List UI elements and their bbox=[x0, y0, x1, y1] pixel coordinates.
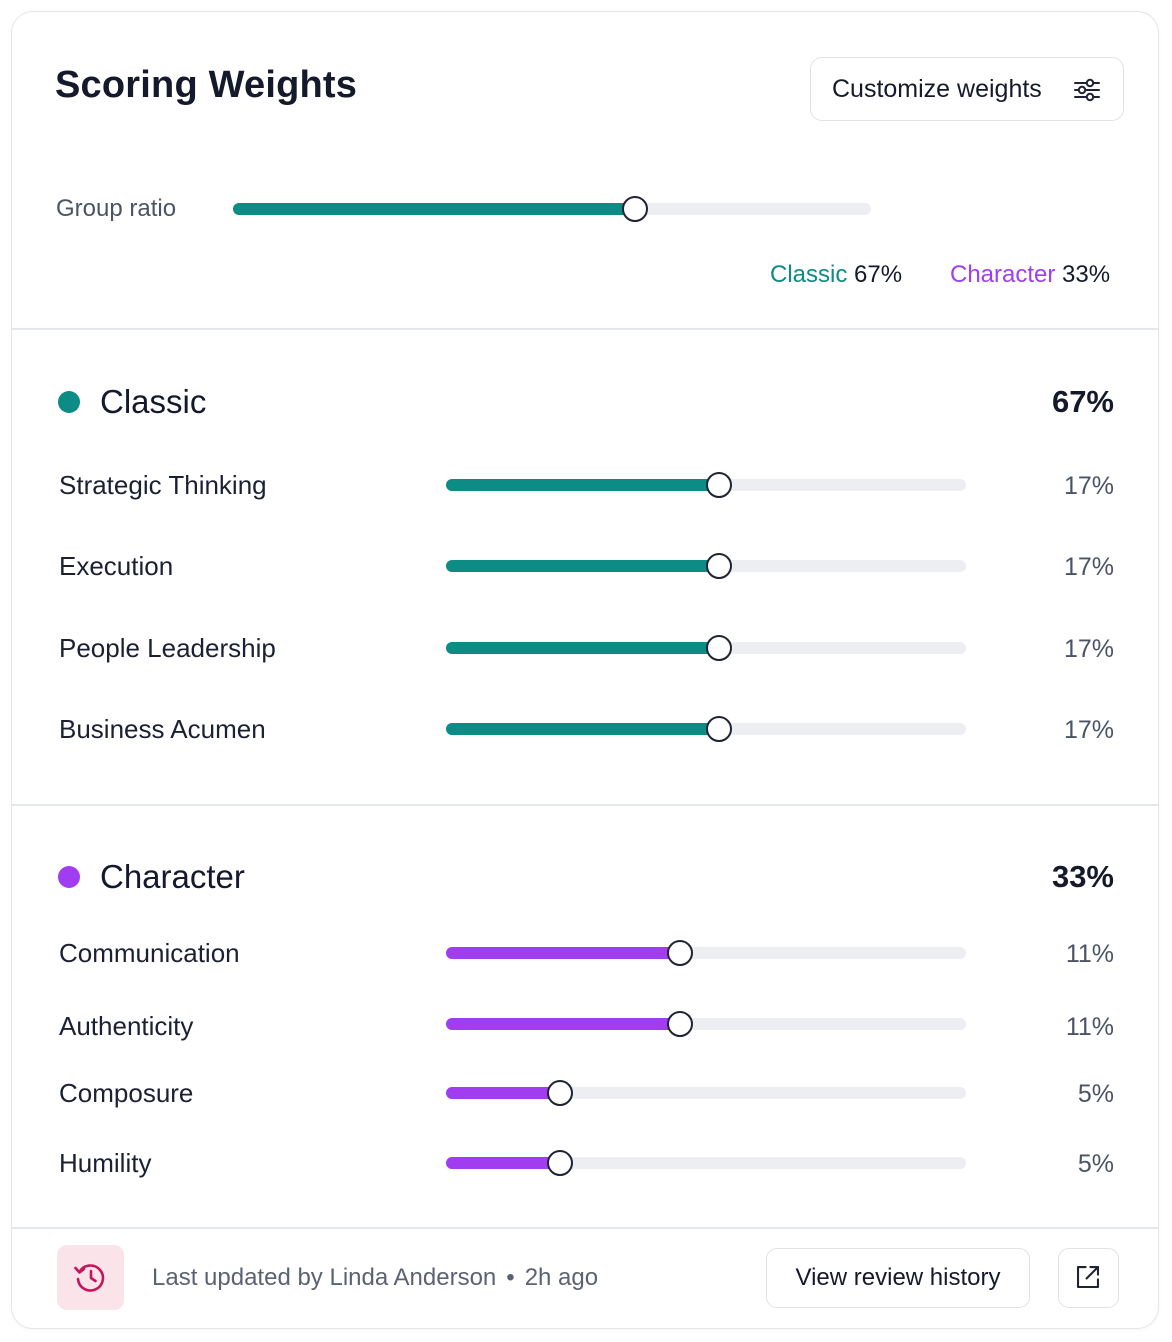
sliders-icon bbox=[1074, 78, 1100, 102]
metric-label: Composure bbox=[59, 1078, 194, 1108]
metric-slider-fill bbox=[446, 723, 719, 735]
metric-pct: 11% bbox=[1065, 940, 1114, 968]
updated-by: Last updated by Linda Anderson bbox=[152, 1264, 497, 1291]
metric-label: Execution bbox=[59, 551, 174, 581]
history-tile[interactable] bbox=[57, 1245, 124, 1310]
metric-pct: 5% bbox=[1077, 1150, 1114, 1178]
metric-slider-fill bbox=[446, 560, 719, 572]
metric-label: Communication bbox=[59, 938, 240, 968]
metric-slider-thumb[interactable] bbox=[706, 716, 732, 742]
metric-slider[interactable] bbox=[446, 635, 966, 661]
metric-slider[interactable] bbox=[446, 1080, 966, 1106]
metric-slider-thumb[interactable] bbox=[667, 1011, 693, 1037]
group-pct-classic: 67% bbox=[1051, 384, 1114, 419]
metric-slider[interactable] bbox=[446, 472, 966, 498]
customize-weights-button[interactable]: Customize weights bbox=[810, 57, 1124, 121]
history-icon bbox=[74, 1264, 105, 1292]
metric-slider-fill bbox=[446, 642, 719, 654]
ratio-legend-character: Character 33% bbox=[950, 261, 1110, 289]
metric-slider-fill bbox=[446, 479, 719, 491]
metric-slider[interactable] bbox=[446, 1011, 966, 1037]
external-link-icon bbox=[1076, 1266, 1100, 1289]
metric-label: Strategic Thinking bbox=[59, 470, 267, 500]
metric-pct: 11% bbox=[1065, 1013, 1114, 1041]
group-ratio-thumb[interactable] bbox=[621, 196, 648, 222]
metric-slider-fill bbox=[446, 1087, 561, 1099]
metric-slider-fill bbox=[446, 947, 680, 959]
footer-divider bbox=[12, 1227, 1158, 1229]
metric-label: Humility bbox=[59, 1148, 152, 1178]
ratio-legend-classic: Classic 67% bbox=[770, 261, 902, 289]
metric-slider[interactable] bbox=[446, 940, 966, 966]
metric-slider-thumb[interactable] bbox=[547, 1080, 574, 1106]
metric-slider-fill bbox=[446, 1018, 680, 1030]
open-external-button[interactable] bbox=[1058, 1248, 1119, 1308]
metric-pct: 5% bbox=[1077, 1080, 1114, 1108]
metric-pct: 17% bbox=[1063, 716, 1114, 744]
metric-slider[interactable] bbox=[446, 1150, 966, 1176]
metric-slider-thumb[interactable] bbox=[706, 553, 732, 579]
metric-pct: 17% bbox=[1063, 472, 1114, 500]
page-title: Scoring Weights bbox=[55, 64, 358, 106]
metric-slider[interactable] bbox=[446, 716, 966, 742]
ratio-character-pct: 33% bbox=[1062, 261, 1111, 288]
customize-weights-label: Customize weights bbox=[832, 75, 1042, 103]
ratio-classic-pct: 67% bbox=[854, 261, 903, 288]
section-divider bbox=[12, 328, 1158, 330]
metric-label: Business Acumen bbox=[59, 714, 266, 744]
character-dot bbox=[58, 866, 80, 888]
metric-slider[interactable] bbox=[446, 553, 966, 579]
metric-pct: 17% bbox=[1063, 635, 1114, 663]
metric-slider-thumb[interactable] bbox=[706, 635, 732, 661]
time-ago: 2h ago bbox=[524, 1264, 599, 1291]
group-name-classic: Classic bbox=[100, 383, 207, 420]
ratio-character-label: Character bbox=[950, 261, 1056, 288]
group-pct-character: 33% bbox=[1051, 859, 1114, 894]
last-updated-text: Last updated by Linda Anderson • 2h ago bbox=[152, 1264, 598, 1292]
separator-dot: • bbox=[506, 1264, 515, 1291]
metric-slider-thumb[interactable] bbox=[706, 472, 732, 498]
metric-slider-fill bbox=[446, 1157, 561, 1169]
group-ratio-slider[interactable] bbox=[233, 196, 871, 222]
scoring-weights-card: Scoring Weights Customize weights Group … bbox=[11, 11, 1159, 1329]
metric-label: Authenticity bbox=[59, 1011, 194, 1041]
group-ratio-label: Group ratio bbox=[56, 195, 177, 222]
metric-slider-thumb[interactable] bbox=[667, 940, 693, 966]
metric-pct: 17% bbox=[1063, 553, 1114, 581]
review-history-label: View review history bbox=[795, 1264, 1001, 1291]
view-review-history-button[interactable]: View review history bbox=[766, 1248, 1030, 1308]
metric-label: People Leadership bbox=[59, 633, 276, 663]
classic-dot bbox=[58, 391, 80, 413]
metric-slider-thumb[interactable] bbox=[547, 1150, 574, 1176]
group-ratio-fill bbox=[233, 203, 635, 215]
group-name-character: Character bbox=[100, 858, 245, 895]
section-divider bbox=[12, 804, 1158, 806]
ratio-classic-label: Classic bbox=[770, 261, 848, 288]
